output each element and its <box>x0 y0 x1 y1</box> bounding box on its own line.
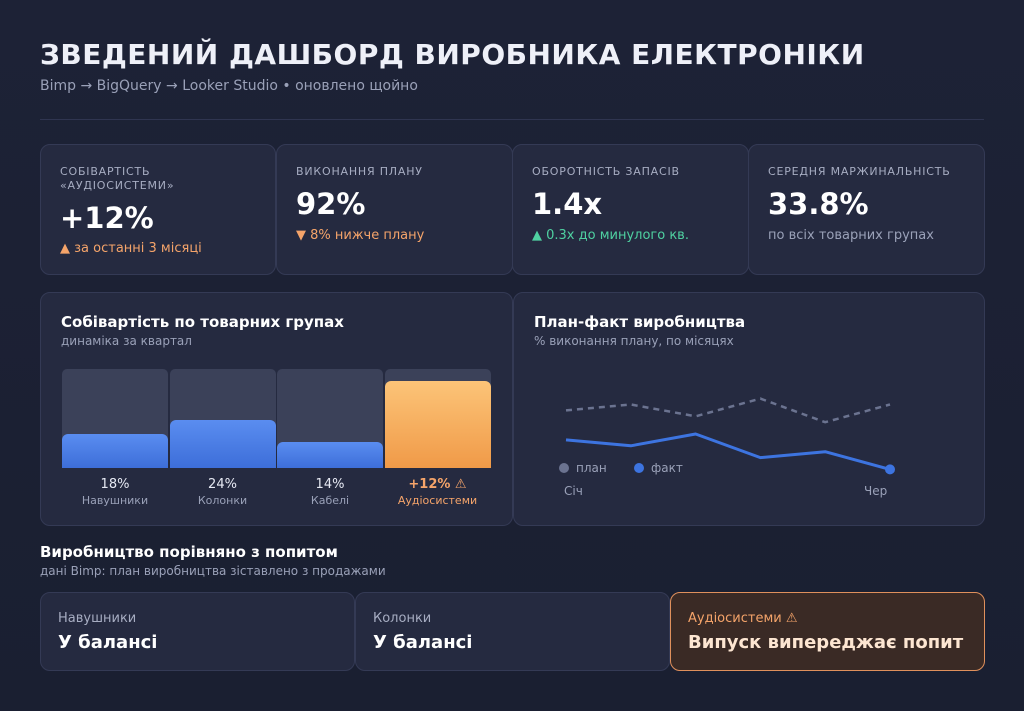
page-subtitle: Bimp → BigQuery → Looker Studio • оновле… <box>40 78 418 94</box>
bar-1 <box>62 434 168 468</box>
legend-label: факт <box>651 461 683 475</box>
kpi-label: Середня маржинальність <box>768 165 951 178</box>
kpi-card-cost-audio: Собівартість «аудіосистеми» +12% ▲ за ос… <box>40 144 276 275</box>
kpi-value: +12% <box>60 201 154 235</box>
kpi-value: 33.8% <box>768 187 869 221</box>
bar-track <box>169 369 276 468</box>
kpi-label: Виконання плану <box>296 165 423 178</box>
series-line-1 <box>565 397 891 424</box>
cost-by-group-panel: Собівартість по товарних групах динаміка… <box>40 292 513 526</box>
balance-status: У балансі <box>58 632 158 653</box>
balance-status: Випуск випереджає попит <box>688 632 964 653</box>
bar-value-label: 18% <box>100 477 130 492</box>
balance-label: Аудіосистеми ⚠ <box>688 611 798 626</box>
balance-status: У балансі <box>373 632 473 653</box>
bar-category-label: Колонки <box>197 494 248 507</box>
bar-4 <box>384 380 491 468</box>
kpi-card-plan: Виконання плану 92% ▼ 8% нижче плану <box>276 144 513 275</box>
panel-subtitle: % виконання плану, по місяцях <box>534 334 734 348</box>
balance-card-speakers: Колонки У балансі <box>355 592 670 671</box>
kpi-label: Собівартість «аудіосистеми» <box>60 165 175 192</box>
bar-category-label: Кабелі <box>310 494 350 507</box>
bar-value-label: +12% ⚠ <box>408 477 467 492</box>
balance-label: Навушники <box>58 611 137 626</box>
bar-value-label: 24% <box>208 477 237 492</box>
kpi-value: 1.4x <box>532 187 603 221</box>
kpi-note: ▲ за останні 3 місяці <box>60 241 202 256</box>
panel-title: План-факт виробництва <box>534 313 746 331</box>
kpi-label: Оборотність запасів <box>532 165 680 178</box>
kpi-note: ▼ 8% нижче плану <box>296 228 425 243</box>
panel-title: Собівартість по товарних групах <box>61 313 344 331</box>
legend-dot-icon <box>634 463 644 473</box>
legend-label: план <box>576 461 607 475</box>
plan-fact-line-chart <box>565 397 895 475</box>
panel-subtitle: динаміка за квартал <box>61 334 192 348</box>
bar-track <box>384 369 491 468</box>
header-divider <box>40 119 984 120</box>
balance-card-audio-systems: Аудіосистеми ⚠ Випуск випереджає попит <box>670 592 985 671</box>
kpi-note: ▲ 0.3x до минулого кв. <box>532 228 689 243</box>
balance-card-headphones: Навушники У балансі <box>40 592 355 671</box>
bar-value-label: 14% <box>315 477 345 492</box>
series-end-point <box>885 464 895 475</box>
bar-category-label: Навушники <box>81 494 149 507</box>
kpi-value: 92% <box>296 187 366 221</box>
bar-category-label: Аудіосистеми <box>397 494 478 507</box>
x-tick-label-start: Січ <box>564 484 583 498</box>
kpi-card-margin: Середня маржинальність 33.8% по всіх тов… <box>748 144 985 275</box>
x-tick-label-end: Чер <box>864 484 888 498</box>
legend-item-fact: факт <box>634 461 683 475</box>
bar-2 <box>169 420 276 468</box>
section-title: Виробництво порівняно з попитом <box>40 543 338 561</box>
kpi-card-turnover: Оборотність запасів 1.4x ▲ 0.3x до минул… <box>512 144 749 275</box>
bar-track <box>277 369 383 468</box>
plan-fact-panel: План-факт виробництва % виконання плану,… <box>513 292 985 526</box>
series-line-2 <box>565 432 891 471</box>
legend-dot-icon <box>559 463 569 473</box>
balance-label: Колонки <box>373 611 432 626</box>
page-title: ЗВЕДЕНИЙ ДАШБОРД ВИРОБНИКА ЕЛЕКТРОНІКИ <box>40 38 865 71</box>
section-subtitle: дані Bimp: план виробництва зіставлено з… <box>40 564 386 578</box>
bar-3 <box>277 442 383 468</box>
kpi-note: по всіх товарних групах <box>768 228 934 243</box>
bar-track <box>62 369 168 468</box>
legend-item-plan: план <box>559 461 607 475</box>
